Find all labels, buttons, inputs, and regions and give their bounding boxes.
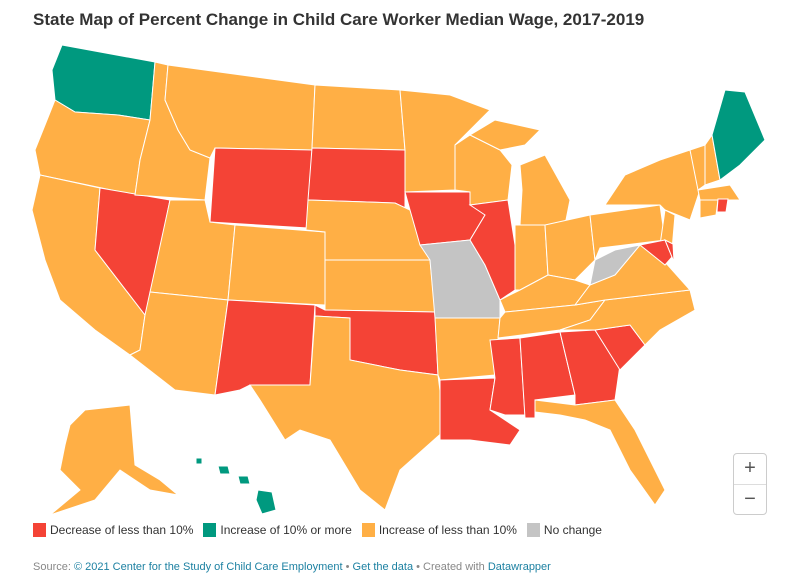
legend-item-no-change: No change: [526, 523, 602, 537]
legend-label: Decrease of less than 10%: [50, 523, 194, 537]
footer: Source: © 2021 Center for the Study of C…: [33, 561, 551, 573]
state-mt[interactable]: [164, 64, 316, 159]
state-ar[interactable]: [434, 317, 501, 381]
source-link[interactable]: © 2021 Center for the Study of Child Car…: [73, 561, 343, 573]
zoom-out-button[interactable]: −: [734, 484, 766, 515]
get-data-link[interactable]: Get the data: [352, 561, 414, 573]
legend-swatch: [526, 523, 540, 537]
datawrapper-link[interactable]: Datawrapper: [487, 561, 551, 573]
chart-title: State Map of Percent Change in Child Car…: [33, 10, 645, 29]
source-label: Source:: [33, 561, 71, 573]
legend-swatch: [361, 523, 375, 537]
created-with-text: • Created with: [413, 561, 488, 573]
legend-swatch: [203, 523, 217, 537]
state-oh[interactable]: [544, 214, 596, 281]
state-ma[interactable]: [697, 184, 741, 201]
state-nm[interactable]: [214, 299, 316, 396]
state-ak[interactable]: [49, 404, 180, 516]
state-wy[interactable]: [209, 147, 313, 229]
legend-label: Increase of 10% or more: [220, 523, 352, 537]
legend-label: No change: [543, 523, 602, 537]
zoom-in-button[interactable]: +: [744, 457, 756, 479]
state-nd[interactable]: [311, 84, 406, 151]
state-hi[interactable]: [195, 457, 277, 515]
state-ct[interactable]: [699, 199, 719, 219]
legend: Decrease of less than 10% Increase of 10…: [33, 523, 602, 537]
state-de[interactable]: [664, 238, 675, 263]
legend-label: Increase of less than 10%: [378, 523, 517, 537]
legend-item-increase-lt-10: Increase of less than 10%: [361, 523, 517, 537]
us-map: [31, 44, 766, 516]
state-pa[interactable]: [589, 204, 666, 262]
state-ms[interactable]: [489, 337, 526, 416]
zoom-controls: + −: [733, 453, 767, 515]
state-fl[interactable]: [534, 399, 666, 506]
legend-item-decrease: Decrease of less than 10%: [33, 523, 193, 537]
state-co[interactable]: [227, 224, 326, 306]
state-ks[interactable]: [324, 259, 436, 313]
state-me[interactable]: [711, 89, 766, 181]
state-tx[interactable]: [249, 315, 446, 511]
legend-item-increase-10-plus: Increase of 10% or more: [203, 523, 352, 537]
legend-swatch: [33, 523, 46, 537]
state-ri[interactable]: [716, 198, 729, 213]
separator: •: [342, 561, 353, 573]
state-sd[interactable]: [307, 147, 406, 209]
state-wv[interactable]: [589, 244, 642, 286]
